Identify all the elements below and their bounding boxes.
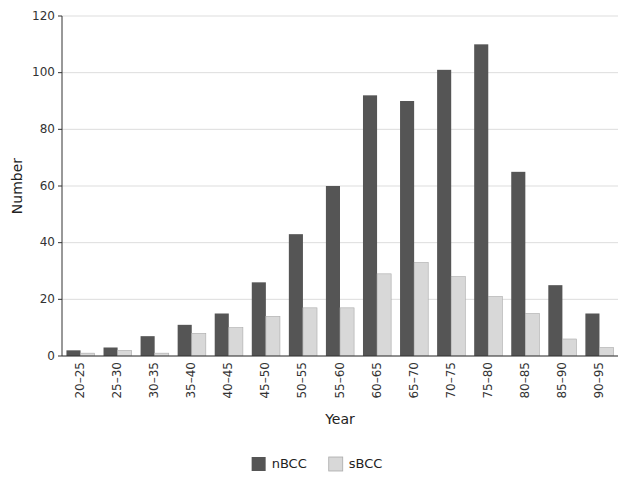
x-tick-label: 90–95 [592,362,606,399]
grid-line [62,72,618,73]
legend-label: sBCC [349,456,383,471]
y-tick-label: 120 [32,9,55,23]
y-tick [58,186,62,187]
x-tick-label: 80–85 [518,362,532,399]
bar [289,234,303,356]
x-tick-label: 75–80 [481,362,495,399]
bar [215,314,229,357]
bar [414,263,428,357]
bar [326,186,340,356]
axes: 0 20 40 60 80 100 120 20–25 25–30 30–35 35–40 40–45… [32,9,618,399]
bar [525,314,539,357]
y-tick-label: 0 [47,349,55,363]
bar [303,308,317,356]
bar [340,308,354,356]
x-axis-label: Year [324,411,355,427]
bar [266,316,280,356]
x-tick-label: 70–75 [444,362,458,399]
x-tick-label: 25–30 [110,362,124,399]
x-tick-label: 85–90 [555,362,569,399]
legend-swatch [329,457,343,471]
y-tick-label: 40 [40,235,55,249]
y-tick-label: 100 [32,65,55,79]
grid-line [62,129,618,130]
x-tick-label: 65–70 [407,362,421,399]
bar [548,285,562,356]
legend-label: nBCC [272,456,307,471]
y-tick [58,16,62,17]
grid-line [62,16,618,17]
y-tick [58,72,62,73]
x-tick-label: 35–40 [184,362,198,399]
x-tick-label: 45–50 [258,362,272,399]
x-tick-label: 50–55 [295,362,309,399]
x-tick-label: 40–45 [221,362,235,399]
bar [363,95,377,356]
y-tick-label: 80 [40,122,55,136]
y-tick [58,299,62,300]
grid-line [62,356,618,357]
x-tick-label: 30–35 [147,362,161,399]
bar [474,44,488,356]
bar [118,350,132,356]
grid [62,16,618,356]
bar [400,101,414,356]
y-tick-label: 20 [40,292,55,306]
y-tick [58,356,62,357]
bar [437,70,451,356]
legend: nBCC sBCC [252,456,383,472]
bar [511,172,525,356]
x-tick-label: 60–65 [370,362,384,399]
legend-item: nBCC [252,456,307,472]
bar [599,348,613,357]
y-tick [58,242,62,243]
x-axis-line [62,356,618,357]
chart-svg: 0 20 40 60 80 100 120 20–25 25–30 30–35 35–40 40–45… [0,0,634,484]
bar [229,328,243,356]
chart-container: 0 20 40 60 80 100 120 20–25 25–30 30–35 35–40 40–45… [0,0,634,484]
bar [178,325,192,356]
bar [377,274,391,356]
y-tick [58,129,62,130]
bar [66,350,80,356]
bar [585,314,599,357]
bar [488,297,502,357]
bar [252,282,266,356]
legend-item: sBCC [329,456,383,472]
x-tick-label: 55–60 [333,362,347,399]
bar [562,339,576,356]
y-tick-label: 60 [40,179,55,193]
bar [141,336,155,356]
legend-swatch [252,457,266,471]
bar [104,348,118,357]
y-axis-label: Number [9,158,25,214]
x-tick-label: 20–25 [73,362,87,399]
bars [66,44,613,356]
bar [451,277,465,356]
bar [192,333,206,356]
